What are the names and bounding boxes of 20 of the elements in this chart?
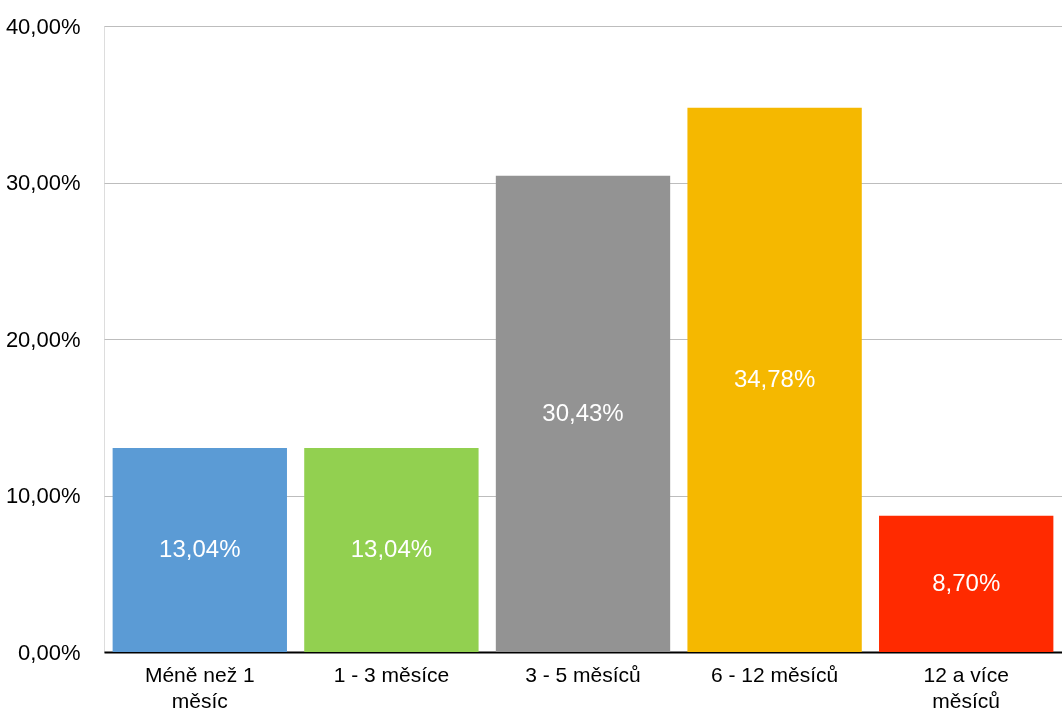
data-label: 13,04% bbox=[159, 534, 241, 562]
y-tick-label: 30,00% bbox=[5, 170, 81, 195]
data-label: 8,70% bbox=[932, 568, 1001, 596]
y-tick-label: 40,00% bbox=[5, 13, 81, 39]
data-label: 30,43% bbox=[542, 398, 624, 426]
bar bbox=[687, 107, 862, 652]
x-tick-label: 1 - 3 měsíce bbox=[333, 662, 450, 686]
x-tick-label: 3 - 5 měsíců bbox=[525, 662, 641, 686]
bar bbox=[112, 447, 287, 652]
x-tick-label: Méně než 1 měsíc bbox=[144, 662, 255, 712]
bar bbox=[879, 515, 1054, 652]
x-tick-label: 6 - 12 měsíců bbox=[710, 662, 839, 686]
x-tick-label: 12 a více měsíců bbox=[923, 662, 1009, 712]
bar bbox=[495, 175, 671, 652]
data-label: 34,78% bbox=[733, 364, 816, 392]
y-tick-label: 10,00% bbox=[5, 483, 81, 508]
y-tick-label: 20,00% bbox=[5, 326, 81, 352]
bar bbox=[304, 447, 479, 652]
data-label: 13,04% bbox=[350, 534, 433, 562]
y-tick-label: 0,00% bbox=[18, 639, 81, 665]
